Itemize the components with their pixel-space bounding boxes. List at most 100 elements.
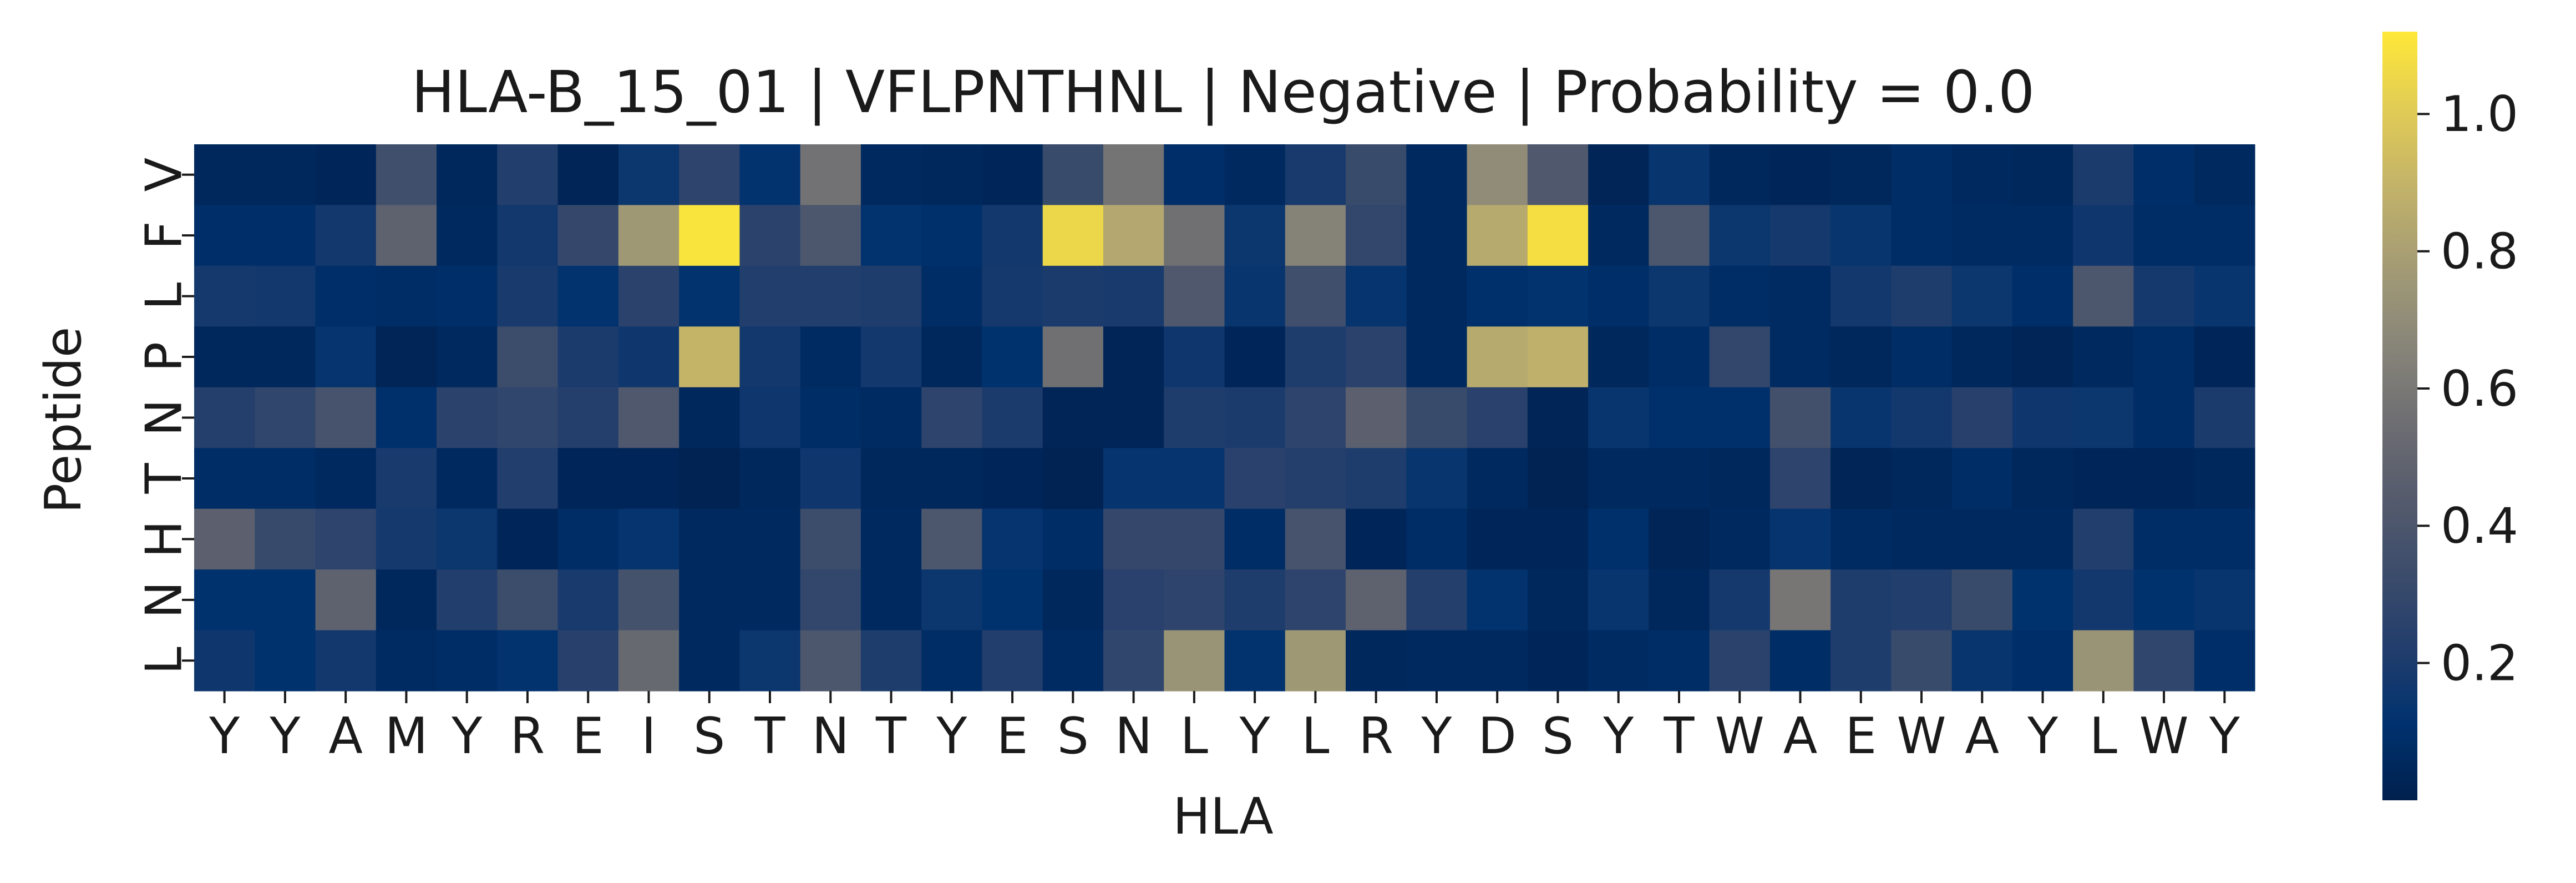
heatmap-cell xyxy=(437,144,498,206)
heatmap-cell xyxy=(2194,630,2255,692)
heatmap-cell xyxy=(194,265,255,327)
heatmap-cell xyxy=(1830,205,1892,266)
heatmap-cell xyxy=(1527,205,1589,266)
heatmap-cell xyxy=(1406,569,1468,631)
colorbar-tick-label: 0.8 xyxy=(2441,223,2518,280)
heatmap-cell xyxy=(1709,387,1771,448)
heatmap-cell xyxy=(1346,205,1407,266)
heatmap-cell xyxy=(739,205,801,266)
heatmap-cell xyxy=(1649,508,1710,570)
heatmap-cell xyxy=(1467,205,1528,266)
heatmap-cell xyxy=(1891,205,1953,266)
heatmap-cell xyxy=(739,448,801,509)
heatmap-cell xyxy=(1951,326,2013,388)
heatmap-cell xyxy=(437,326,498,388)
heatmap-cell xyxy=(1709,144,1771,206)
heatmap-cell xyxy=(376,508,437,570)
heatmap-cell xyxy=(1891,265,1953,327)
heatmap-cell xyxy=(557,205,619,266)
heatmap-cell xyxy=(2133,630,2195,692)
heatmap-cell xyxy=(1891,448,1953,509)
heatmap-cell xyxy=(315,144,377,206)
heatmap-cell xyxy=(1467,630,1528,692)
heatmap-cell xyxy=(497,630,559,692)
heatmap-cell xyxy=(860,630,922,692)
heatmap-cell xyxy=(557,508,619,570)
heatmap-cell xyxy=(557,387,619,448)
heatmap-cell xyxy=(2133,508,2195,570)
heatmap-cell xyxy=(1588,326,1649,388)
y-tick-label: V xyxy=(135,158,194,192)
x-tick-label: T xyxy=(754,707,786,765)
heatmap-cell xyxy=(2012,326,2073,388)
heatmap-cell xyxy=(800,508,861,570)
heatmap-cell xyxy=(437,569,498,631)
heatmap-cell xyxy=(1285,265,1346,327)
heatmap-cell xyxy=(1830,569,1892,631)
heatmap-cell xyxy=(376,205,437,266)
heatmap-cell xyxy=(1649,205,1710,266)
heatmap-cell xyxy=(739,387,801,448)
heatmap-cell xyxy=(1042,448,1104,509)
x-tick-label: A xyxy=(328,707,363,765)
heatmap-cell xyxy=(1164,508,1225,570)
heatmap-cell xyxy=(1103,326,1164,388)
heatmap-cell xyxy=(194,144,255,206)
x-tick-label: E xyxy=(1845,707,1877,765)
heatmap-cell xyxy=(376,326,437,388)
heatmap-cell xyxy=(1224,569,1286,631)
heatmap-cell xyxy=(2012,569,2073,631)
heatmap-cell xyxy=(1951,265,2013,327)
heatmap-cell xyxy=(1346,326,1407,388)
heatmap-cell xyxy=(1164,265,1225,327)
x-tick-label: Y xyxy=(936,707,967,765)
heatmap-cell xyxy=(1346,508,1407,570)
x-tick-label: Y xyxy=(269,707,301,765)
heatmap-cell xyxy=(1042,326,1104,388)
heatmap-cell xyxy=(679,569,740,631)
heatmap-cell xyxy=(437,448,498,509)
heatmap-cell xyxy=(2194,265,2255,327)
x-tick-label: T xyxy=(1663,707,1695,765)
heatmap-cell xyxy=(618,326,680,388)
heatmap-cell xyxy=(860,144,922,206)
heatmap-cell xyxy=(2133,569,2195,631)
heatmap-cell xyxy=(982,630,1043,692)
x-tick-label: N xyxy=(1115,707,1152,765)
heatmap-cell xyxy=(376,448,437,509)
heatmap-cell xyxy=(921,205,983,266)
heatmap-cell xyxy=(1527,569,1589,631)
heatmap-cell xyxy=(1164,387,1225,448)
heatmap-cell xyxy=(800,569,861,631)
heatmap-cell xyxy=(1164,326,1225,388)
heatmap-cell xyxy=(1164,569,1225,631)
heatmap-cell xyxy=(1406,387,1468,448)
heatmap-cell xyxy=(1224,326,1286,388)
heatmap-cell xyxy=(1951,144,2013,206)
heatmap-cell xyxy=(679,630,740,692)
colorbar-ticks: 0.2 0.4 0.6 0.8 1.0 xyxy=(2417,85,2518,692)
x-tick-label: W xyxy=(1715,707,1764,765)
heatmap-cell xyxy=(1588,387,1649,448)
heatmap-cell xyxy=(1649,144,1710,206)
heatmap-cell xyxy=(1103,508,1164,570)
heatmap-cell xyxy=(1527,326,1589,388)
heatmap-cell xyxy=(1769,144,1831,206)
heatmap-cell xyxy=(1891,387,1953,448)
heatmap-cell xyxy=(194,387,255,448)
heatmap-cell xyxy=(2133,205,2195,266)
heatmap-cell xyxy=(1346,265,1407,327)
heatmap-cell xyxy=(2194,448,2255,509)
heatmap-cell xyxy=(1042,569,1104,631)
heatmap-cell xyxy=(315,265,377,327)
heatmap-cell xyxy=(1103,630,1164,692)
heatmap-cell xyxy=(618,265,680,327)
heatmap-cell xyxy=(497,448,559,509)
heatmap-cell xyxy=(1467,508,1528,570)
heatmap-cell xyxy=(739,630,801,692)
heatmap-cell xyxy=(315,508,377,570)
x-tick-label: Y xyxy=(1421,707,1452,765)
heatmap-cell xyxy=(2012,387,2073,448)
x-tick-label: L xyxy=(1180,707,1208,765)
